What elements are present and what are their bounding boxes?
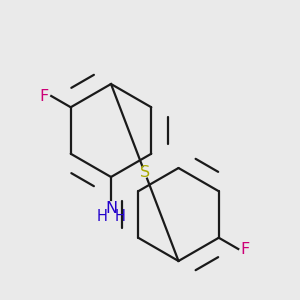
Text: H: H: [97, 209, 107, 224]
Text: F: F: [40, 88, 49, 104]
Text: S: S: [140, 165, 150, 180]
Text: F: F: [241, 242, 250, 256]
Text: H: H: [115, 209, 125, 224]
Text: N: N: [105, 201, 117, 216]
